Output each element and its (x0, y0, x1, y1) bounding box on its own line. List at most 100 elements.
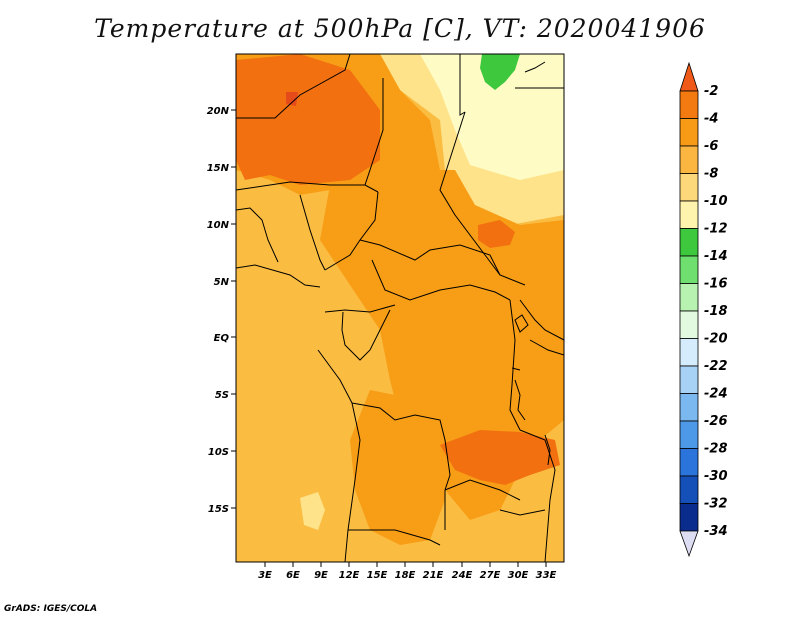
lat-label: 10N (207, 220, 230, 231)
lon-label: 18E (395, 570, 416, 581)
legend-swatch (679, 200, 699, 229)
map-frame (235, 53, 565, 563)
legend-swatch (679, 503, 699, 532)
legend-swatch (679, 173, 699, 202)
lon-label: 30E (508, 570, 529, 581)
coastline-congo (317, 349, 353, 404)
legend-swatch (679, 393, 699, 422)
lat-label: 5S (215, 390, 229, 401)
legend-label: -30 (704, 469, 728, 484)
border-niger-chad (364, 78, 384, 186)
border-angola-drc (351, 402, 451, 491)
temperature-field (236, 54, 564, 562)
border-algeria-niger (236, 54, 351, 119)
field-patch-south-1 (300, 492, 325, 530)
legend-label: -14 (704, 249, 728, 264)
legend-label: -2 (704, 84, 718, 99)
border-malawi-moz (519, 429, 556, 562)
legend-swatch (679, 145, 699, 174)
border-nigeria-west (299, 194, 326, 271)
legend-swatch (679, 228, 699, 257)
legend-label: -10 (704, 194, 728, 209)
field-region-sahara (236, 54, 380, 185)
lon-label: 3E (258, 570, 272, 581)
legend-swatch (679, 90, 699, 119)
field-region-south (350, 390, 445, 545)
legend-arrow-bottom (679, 530, 699, 558)
border-west-coast (236, 207, 279, 263)
legend-label: -28 (704, 442, 728, 457)
legend-label: -18 (704, 304, 728, 319)
field-region-ne-cool (420, 54, 564, 180)
border-sahel (236, 181, 379, 193)
border-uganda (519, 299, 564, 341)
lat-label: 15S (208, 504, 229, 515)
lat-label: EQ (214, 333, 230, 344)
field-warm-spot (286, 92, 298, 106)
legend-label: -24 (704, 387, 728, 402)
legend-swatch (679, 365, 699, 394)
lake-kivu (511, 367, 521, 371)
border-gabon-congo (341, 309, 391, 361)
legend-label: -16 (704, 277, 728, 292)
legend-swatch (679, 255, 699, 284)
legend-swatch (679, 118, 699, 147)
field-cold-spot (480, 54, 520, 90)
grads-credit: GrADS: IGES/COLA (4, 604, 98, 614)
lat-label: 20N (207, 106, 230, 117)
legend-swatch (679, 420, 699, 449)
lat-label: 5N (214, 277, 230, 288)
legend-swatch (679, 338, 699, 367)
lat-label: 10S (208, 447, 229, 458)
border-gabon-congo-north (324, 304, 396, 313)
border-zambia (444, 479, 521, 501)
legend-label: -22 (704, 359, 728, 374)
lake-tanganyika (514, 379, 526, 421)
lon-label: 12E (339, 570, 360, 581)
border-zimbabwe (499, 509, 546, 516)
coastline-angola (344, 402, 361, 562)
border-libya-chad (459, 54, 466, 116)
lon-label: 6E (286, 570, 300, 581)
color-bar: -2 -4 -6 -8 -10 -12 -14 -16 -18 -20 -22 … (679, 61, 728, 558)
legend-label: -20 (704, 332, 728, 347)
field-region-west (236, 260, 330, 540)
border-angola-namibia (348, 529, 441, 546)
legend-swatch (679, 283, 699, 312)
field-patch-south-east (440, 430, 560, 485)
map-title: Temperature at 500hPa [C], VT: 202004190… (94, 14, 706, 43)
lon-label: 27E (480, 570, 501, 581)
lon-label: 24E (452, 570, 473, 581)
legend-swatch (679, 475, 699, 504)
nile-delta-coast (524, 61, 546, 73)
lat-label: 15N (207, 163, 230, 174)
lon-label: 33E (536, 570, 557, 581)
country-boundaries (236, 54, 564, 562)
lon-label: 15E (367, 570, 388, 581)
lake-malawi (544, 434, 551, 466)
legend-label: -32 (704, 497, 728, 512)
border-chad-sudan (439, 111, 526, 286)
legend-label: -26 (704, 414, 728, 429)
legend-label: -34 (704, 524, 728, 539)
border-kenya (529, 339, 564, 356)
lake-victoria (514, 314, 529, 333)
legend-swatch (679, 310, 699, 339)
lon-label: 9E (314, 570, 328, 581)
border-car-south (371, 259, 511, 301)
legend-swatch (679, 448, 699, 477)
field-patch-south-2 (470, 530, 564, 562)
legend-label: -4 (704, 112, 718, 127)
field-patch-east-1 (478, 220, 515, 248)
lon-label: 21E (423, 570, 444, 581)
lon-axis: 3E 6E 9E 12E 15E 18E 21E 24E 27E 30E 33E (258, 562, 557, 581)
legend-label: -12 (704, 222, 728, 237)
legend-arrow-top (679, 61, 699, 92)
legend-label: -8 (704, 167, 718, 182)
border-car-north (359, 239, 501, 276)
legend-label: -6 (704, 139, 718, 154)
coastline-gulf-of-guinea (236, 264, 321, 288)
border-drc-east (509, 299, 521, 431)
lat-axis: 20N 15N 10N 5N EQ 5S 10S 15S (207, 106, 236, 515)
